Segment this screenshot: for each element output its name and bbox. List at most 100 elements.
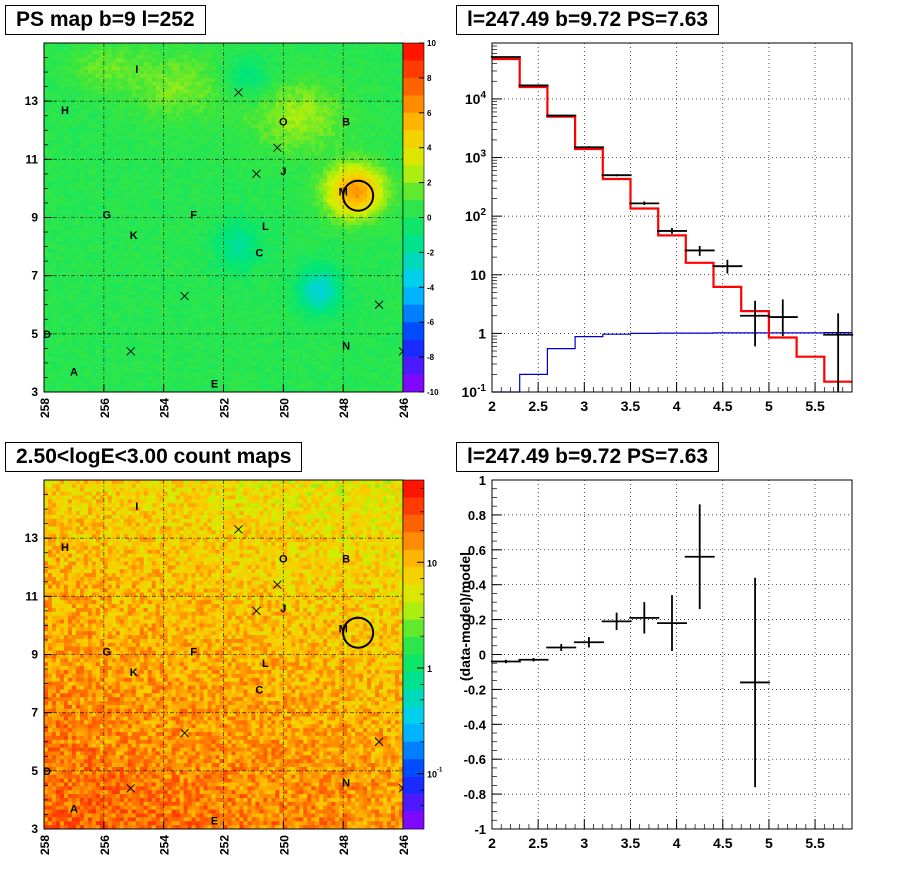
target-circle	[342, 616, 375, 649]
colorbar-tick-label: 2	[427, 179, 432, 188]
source-cross	[374, 737, 384, 747]
source-label: G	[103, 210, 112, 222]
y-tick-label: 0.4	[468, 578, 487, 593]
colorbar-cell	[403, 165, 424, 183]
y-tick-label: 103	[465, 149, 487, 166]
source-label: E	[211, 378, 218, 390]
plot-frame	[491, 479, 853, 830]
source-cross	[252, 606, 261, 616]
source-label: H	[61, 542, 69, 554]
source-label: A	[70, 804, 78, 816]
y-tick-label: 11	[25, 152, 38, 166]
source-label: A	[70, 367, 78, 379]
colorbar-cell	[403, 77, 424, 96]
x-tick-label: 3	[580, 835, 588, 851]
colorbar-cell	[403, 514, 424, 533]
colorbar-cell	[403, 706, 424, 725]
x-tick-label: 3	[580, 398, 588, 414]
source-label: H	[61, 105, 69, 117]
colorbar-cell	[403, 654, 424, 673]
y-tick-label: 10	[470, 267, 486, 283]
x-tick-label: 252	[218, 398, 232, 418]
y-tick-label: 5	[31, 327, 38, 341]
x-tick-label: 5.5	[805, 398, 825, 414]
colorbar-tick-label: -4	[427, 283, 435, 292]
source-label: J	[280, 603, 286, 615]
colorbar-cell	[403, 671, 424, 690]
x-tick-label: 246	[397, 398, 411, 418]
x-tick-label: 4	[673, 398, 681, 414]
source-cross	[126, 783, 136, 793]
ps-map-title: PS map b=9 l=252	[5, 5, 206, 35]
y-tick-label: 104	[465, 90, 487, 107]
source-label: F	[190, 647, 197, 659]
plot-frame	[491, 42, 853, 393]
x-tick-label: 2	[488, 835, 496, 851]
colorbar-cell	[403, 602, 424, 620]
source-label: K	[130, 230, 138, 242]
background-model-line	[492, 332, 852, 393]
colorbar-cell	[403, 759, 424, 777]
x-tick-label: 4	[673, 835, 681, 851]
y-tick-label: -0.2	[464, 682, 486, 697]
source-label: F	[190, 210, 197, 222]
colorbar-tick-label: -8	[427, 353, 435, 362]
colorbar-frame	[402, 479, 425, 830]
x-tick-label: 258	[38, 398, 52, 418]
x-tick-label: 2.5	[528, 835, 548, 851]
x-tick-label: 258	[38, 835, 52, 855]
x-tick-label: 3.5	[621, 398, 641, 414]
colorbar-tick-label: -2	[427, 248, 435, 257]
source-label: C	[255, 684, 263, 696]
x-tick-label: 4.5	[713, 398, 733, 414]
colorbar-cell	[403, 147, 424, 166]
source-cross	[273, 143, 282, 153]
y-tick-label: 0.2	[468, 613, 486, 628]
colorbar-tick-label: 8	[427, 74, 432, 83]
y-tick-label: -1	[474, 822, 486, 837]
x-tick-label: 4.5	[713, 835, 733, 851]
colorbar-cell	[403, 724, 424, 743]
y-axis-label: (data-model)/model	[457, 552, 473, 681]
x-tick-label: 248	[337, 835, 351, 855]
source-label: D	[43, 329, 51, 341]
colorbar-cell	[403, 794, 424, 812]
colorbar-cell	[403, 811, 424, 830]
colorbar-cell	[403, 637, 424, 655]
source-cross	[180, 728, 189, 738]
colorbar-cell	[403, 60, 424, 79]
colorbar-tick-label: 10-1	[427, 768, 443, 780]
x-tick-label: 246	[397, 835, 411, 855]
colorbar-cell	[403, 532, 424, 551]
count-map-cells	[44, 480, 404, 830]
y-tick-label: 5	[31, 764, 38, 778]
source-label: O	[279, 554, 288, 566]
colorbar-cell	[403, 339, 424, 358]
y-tick-label: 9	[31, 211, 38, 225]
x-tick-label: 250	[277, 835, 291, 855]
y-tick-label: 7	[31, 706, 38, 720]
colorbar-cell	[403, 95, 424, 114]
source-cross	[234, 88, 243, 97]
colorbar-cell	[403, 549, 424, 568]
y-tick-label: 10-1	[462, 383, 487, 400]
source-label: L	[262, 658, 269, 670]
y-tick-label: 0	[479, 648, 486, 663]
colorbar-cell	[403, 374, 424, 393]
colorbar-cell	[403, 269, 424, 288]
colorbar-cell	[403, 776, 424, 795]
colorbar-cell	[403, 497, 424, 516]
colorbar-cell	[403, 234, 424, 253]
source-label: I	[135, 64, 138, 76]
source-label: G	[103, 647, 112, 659]
residuals-panel: 2 2.5 3 3.5 4 4.5 5 5.5 -1 -0.8 -0.6 -0.4 -0.2 0 0.2 0.…	[457, 473, 853, 851]
colorbar-cell	[403, 741, 424, 760]
spectrum-panel: 2 2.5 3 3.5 4 4.5 5 5.5 10-1 1 10 102 103 104	[462, 42, 854, 414]
x-tick-label: 254	[158, 835, 172, 855]
colorbar-tick-label: -6	[427, 318, 435, 327]
source-cross	[374, 300, 384, 310]
y-tick-label: 1	[479, 473, 486, 488]
x-tick-label: 5.5	[805, 835, 825, 851]
